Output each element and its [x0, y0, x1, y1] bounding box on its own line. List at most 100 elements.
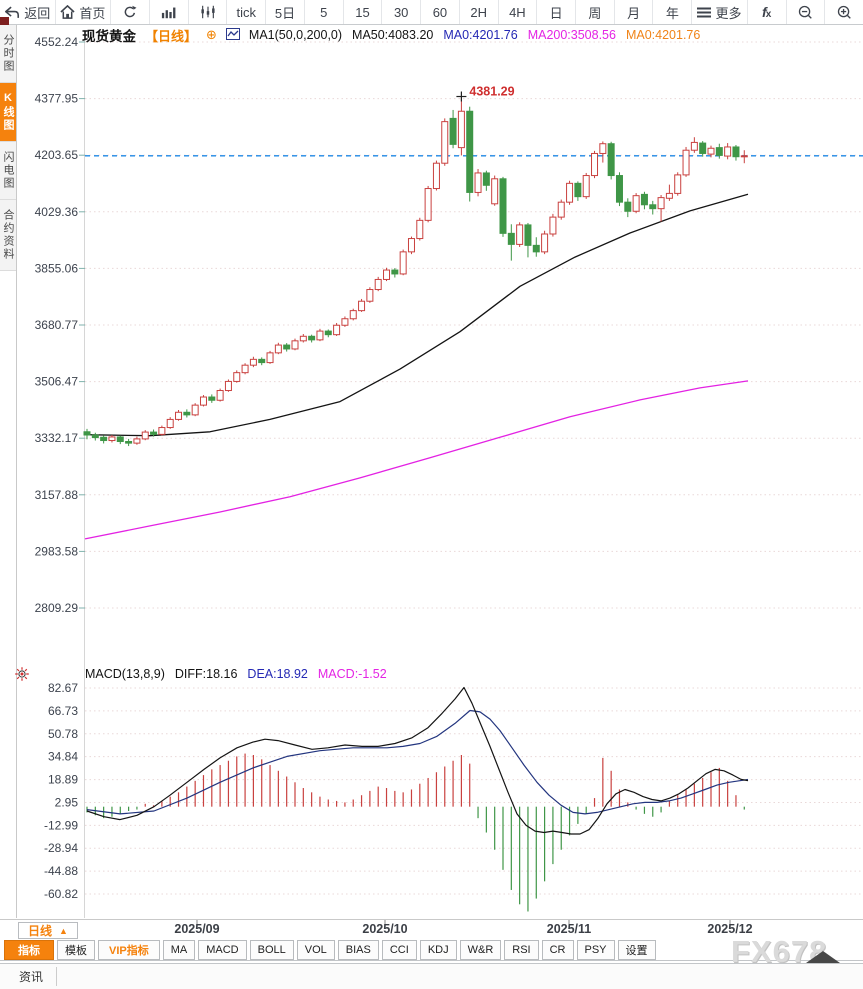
svg-text:3680.77: 3680.77	[35, 318, 79, 332]
toolbar-30m-button[interactable]: 30	[382, 0, 422, 24]
news-row: 资讯	[0, 963, 863, 989]
svg-text:2.95: 2.95	[55, 795, 79, 809]
x-axis-row: 日线 ▲ 2025/09 2025/10 2025/11 2025/12	[0, 919, 863, 939]
period-button-label: 日线	[28, 924, 53, 938]
macd-legend-macd-hist: MACD:-1.52	[317, 667, 387, 681]
svg-text:2809.29: 2809.29	[35, 601, 79, 615]
svg-text:4552.24: 4552.24	[35, 35, 79, 49]
indicator-cci-button[interactable]: CCI	[381, 939, 417, 960]
indicator-cr-button[interactable]: CR	[541, 939, 574, 960]
indicator-bias-button[interactable]: BIAS	[337, 939, 379, 960]
svg-text:-44.88: -44.88	[44, 864, 78, 878]
zoom-out-icon	[798, 5, 813, 20]
svg-text:82.67: 82.67	[48, 681, 78, 695]
chart-type-icon[interactable]	[225, 27, 240, 43]
svg-text:3157.88: 3157.88	[35, 488, 79, 502]
toolbar-tick-button[interactable]: tick	[227, 0, 267, 24]
macd-settings-icon[interactable]	[15, 667, 29, 686]
indicator-kdj-button[interactable]: KDJ	[419, 939, 457, 960]
toolbar-bar-chart-button[interactable]	[150, 0, 189, 24]
symbol-name: 现货黄金	[82, 29, 136, 44]
indicator-vip-indicators-button[interactable]: VIP指标	[98, 939, 160, 960]
more-icon	[697, 7, 712, 18]
svg-text:34.84: 34.84	[48, 750, 78, 764]
sidebar-tab-kline-chart[interactable]: K线图	[0, 83, 16, 142]
x-axis-label: 2025/12	[707, 922, 753, 936]
corner-marker	[0, 17, 9, 25]
indicator-toolbar: 指标 模板 VIP指标 MA MACD BOLL VOL BIAS CCI KDJ W&R RSI CR…	[0, 939, 863, 961]
indicator-boll-button[interactable]: BOLL	[249, 939, 294, 960]
fx-icon: fx	[762, 4, 772, 20]
indicator-ma-button[interactable]: MA	[162, 939, 196, 960]
indicator-vol-button[interactable]: VOL	[296, 939, 335, 960]
toolbar-yearly-button[interactable]: 年	[653, 0, 693, 24]
svg-text:4203.65: 4203.65	[35, 148, 79, 162]
svg-text:18.89: 18.89	[48, 773, 78, 787]
toolbar-15m-button[interactable]: 15	[344, 0, 383, 24]
indicator-settings-button[interactable]: 设置	[617, 939, 656, 960]
sidebar-tab-time-chart[interactable]: 分时图	[0, 25, 16, 83]
triangle-up-icon: ▲	[59, 925, 68, 936]
indicator-psy-button[interactable]: PSY	[576, 939, 615, 960]
svg-text:4029.36: 4029.36	[35, 205, 79, 219]
toolbar-more-button[interactable]: 更多	[692, 0, 748, 24]
toolbar-candle-chart-button[interactable]	[189, 0, 228, 24]
svg-text:2983.58: 2983.58	[35, 544, 79, 558]
toolbar-5d-button[interactable]: 5日	[266, 0, 305, 24]
indicator-wr-button[interactable]: W&R	[459, 939, 502, 960]
back-icon	[4, 6, 20, 19]
legend-last-price: MA0:4201.76	[625, 28, 701, 42]
x-axis-label: 2025/09	[174, 922, 220, 936]
toolbar-zoom-out-button[interactable]	[787, 0, 826, 24]
legend-price-line: MA0:4201.76	[443, 28, 518, 42]
chart-legend: 现货黄金 【日线】 ⊕ MA1(50,0,200,0) MA50:4083.20 M…	[82, 26, 700, 44]
macd-legend-dea: DEA:18.92	[247, 667, 308, 681]
add-indicator-icon[interactable]: ⊕	[206, 27, 217, 42]
toolbar-refresh-button[interactable]	[111, 0, 150, 24]
svg-text:66.73: 66.73	[48, 704, 78, 718]
toolbar-5m-button[interactable]: 5	[305, 0, 344, 24]
toolbar-60m-button[interactable]: 60	[421, 0, 460, 24]
refresh-icon	[123, 5, 137, 19]
legend-ma50: MA50:4083.20	[352, 28, 434, 42]
svg-text:4381.29: 4381.29	[469, 85, 514, 99]
toolbar-weekly-button[interactable]: 周	[576, 0, 615, 24]
bar-chart-icon	[161, 5, 177, 19]
svg-text:3506.47: 3506.47	[35, 375, 79, 389]
sidebar-tab-lightning-chart[interactable]: 闪电图	[0, 142, 16, 200]
indicator-rsi-button[interactable]: RSI	[504, 939, 539, 960]
svg-text:4377.95: 4377.95	[35, 92, 79, 106]
x-axis-label: 2025/11	[546, 922, 592, 936]
svg-text:-60.82: -60.82	[44, 887, 78, 901]
tab-news[interactable]: 资讯	[6, 967, 58, 986]
left-sidebar: 分时图 K线图 闪电图 合约资料	[0, 25, 17, 918]
indicator-templates-button[interactable]: 模板	[57, 939, 95, 960]
top-toolbar: 返回 首页 tick 5日 5 15 30 60 2H 4H 日周月年更多 fx	[0, 0, 863, 25]
toolbar-home-button[interactable]: 首页	[56, 0, 112, 24]
home-icon	[60, 5, 75, 19]
toolbar-2h-button[interactable]: 2H	[460, 0, 499, 24]
legend-ma-group: MA1(50,0,200,0)	[248, 28, 343, 42]
svg-text:3855.06: 3855.06	[35, 261, 79, 275]
svg-text:3332.17: 3332.17	[35, 431, 79, 445]
indicator-indicators-button[interactable]: 指标	[4, 939, 54, 960]
candle-chart-icon	[200, 5, 216, 19]
zoom-in-icon	[837, 5, 852, 20]
toolbar-fx-button[interactable]: fx	[748, 0, 787, 24]
toolbar-zoom-in-button[interactable]	[825, 0, 863, 24]
toolbar-monthly-button[interactable]: 月	[615, 0, 654, 24]
toolbar-4h-button[interactable]: 4H	[499, 0, 538, 24]
sidebar-tab-contract-info[interactable]: 合约资料	[0, 200, 16, 271]
indicator-macd-button[interactable]: MACD	[198, 939, 247, 960]
x-axis-label: 2025/10	[362, 922, 408, 936]
toolbar-back-button[interactable]: 返回	[0, 0, 56, 24]
toolbar-daily-button[interactable]: 日	[537, 0, 576, 24]
legend-ma-values: MA1(50,0,200,0) MA50:4083.20 MA0:4201.76 MA…	[249, 28, 700, 42]
legend-ma200: MA200:3508.56	[527, 28, 616, 42]
svg-text:50.78: 50.78	[48, 727, 78, 741]
svg-text:-28.94: -28.94	[44, 841, 78, 855]
period-button[interactable]: 日线 ▲	[18, 922, 78, 939]
macd-legend: MACD(13,8,9) DIFF:18.16 DEA:18.92 MACD:-1.5…	[85, 666, 387, 682]
macd-legend-macd-params: MACD(13,8,9)	[85, 667, 165, 681]
